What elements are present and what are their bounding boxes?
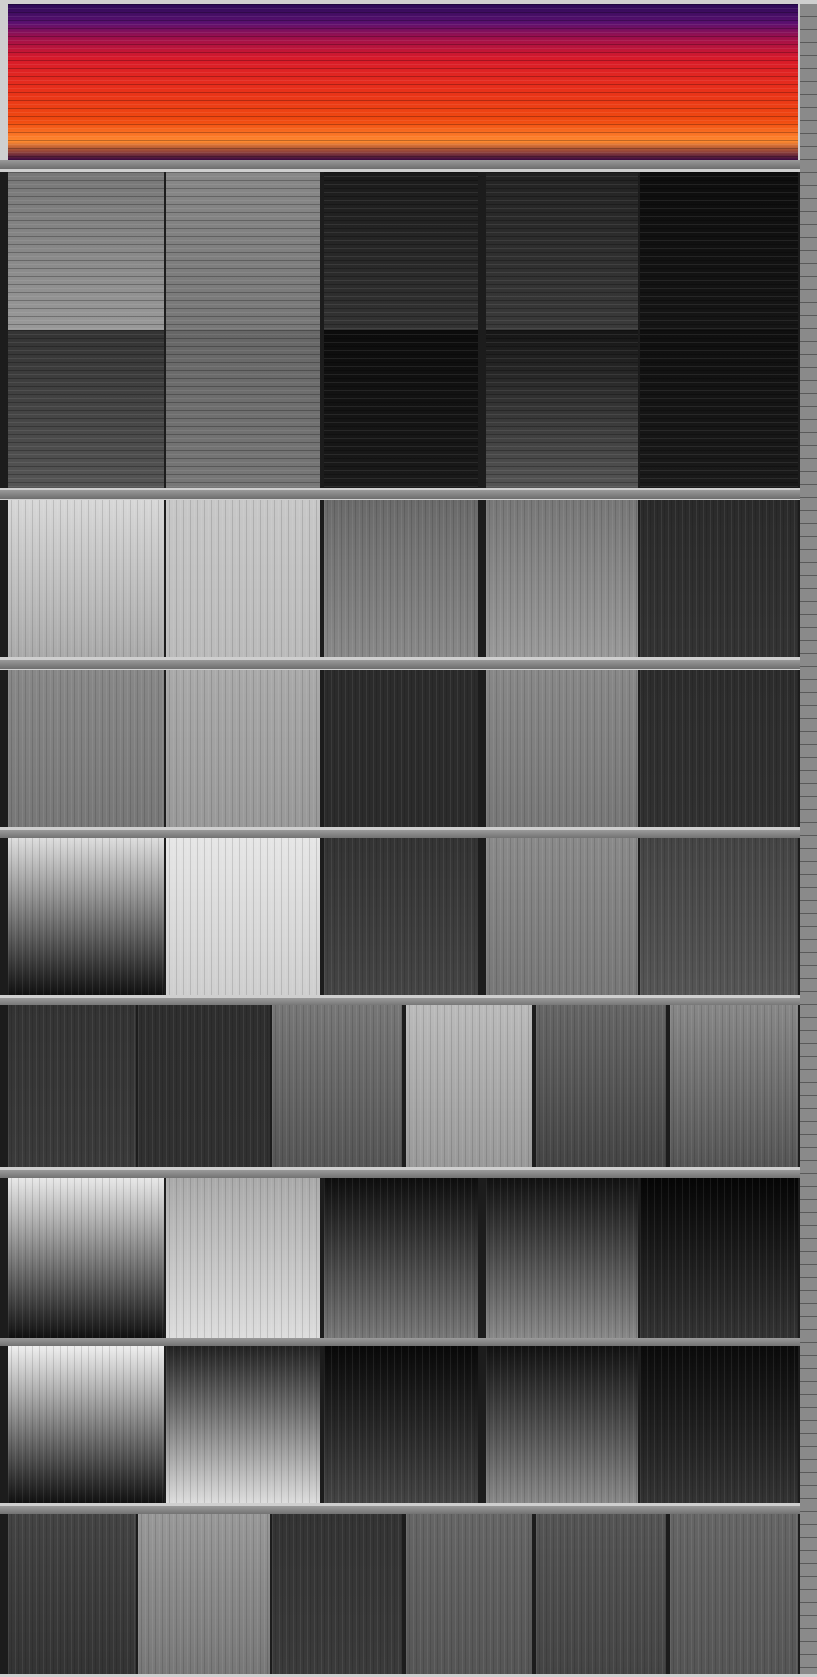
spectrogram-panel (670, 1514, 798, 1674)
spectrogram (8, 4, 798, 160)
spectrogram-panel (324, 172, 478, 330)
ruler (800, 4, 817, 1674)
time-axis (0, 998, 800, 1007)
spectrogram-panel (640, 172, 798, 330)
spectrogram-panel (166, 172, 320, 330)
spectrogram-panel (166, 838, 320, 995)
spectrogram-panel (486, 172, 638, 330)
spectrogram-panel (406, 1005, 532, 1167)
spectrogram-panel (324, 500, 478, 657)
spectrogram-panel (324, 330, 478, 488)
spectrogram-panel (486, 330, 638, 488)
spectrogram-panel (640, 1346, 798, 1503)
spectrogram-panel (166, 330, 320, 488)
spectrogram-panel (8, 1346, 164, 1503)
spectrogram-panel (8, 838, 164, 995)
spectrogram-panel (640, 500, 798, 657)
spectrogram-panel (138, 1514, 270, 1674)
spectrogram-panel (324, 1178, 478, 1338)
time-axis (0, 160, 800, 169)
time-axis (0, 1506, 800, 1515)
spectrogram-panel (8, 1005, 136, 1167)
spectrogram-panel (670, 1005, 798, 1167)
time-axis (0, 830, 800, 839)
spectrogram-panel (486, 1178, 638, 1338)
spectrogram-panel (324, 1346, 478, 1503)
time-axis (0, 1338, 800, 1347)
spectrogram-panel (166, 670, 320, 827)
spectrogram-panel (272, 1005, 402, 1167)
spectrogram-panel (166, 1346, 320, 1503)
spectrogram-panel (8, 1514, 136, 1674)
spectrogram-panel (8, 670, 164, 827)
spectrogram-panel (8, 1178, 164, 1338)
spectrogram-panel (486, 500, 638, 657)
spectrogram-panel (640, 838, 798, 995)
spectrogram-panel (8, 500, 164, 657)
spectrogram-panel (486, 1346, 638, 1503)
spectrogram-panel (8, 172, 164, 330)
spectrogram-panel (640, 330, 798, 488)
spectrogram-panel (166, 500, 320, 657)
spectrogram-panel (272, 1514, 402, 1674)
spectrogram-panel (536, 1005, 666, 1167)
time-axis (0, 660, 800, 669)
spectrogram-panel (138, 1005, 270, 1167)
spectrogram-panel (8, 330, 164, 488)
time-axis (0, 1170, 800, 1179)
spectrogram-panel (166, 1178, 320, 1338)
spectrogram-panel (536, 1514, 666, 1674)
spectrogram-panel (324, 670, 478, 827)
time-axis (0, 490, 800, 499)
spectrogram-panel (406, 1514, 532, 1674)
spectrogram-panel (486, 670, 638, 827)
spectrogram-panel (486, 838, 638, 995)
spectrogram-panel (640, 1178, 798, 1338)
spectrogram-panel (324, 838, 478, 995)
spectrogram-panel (640, 670, 798, 827)
